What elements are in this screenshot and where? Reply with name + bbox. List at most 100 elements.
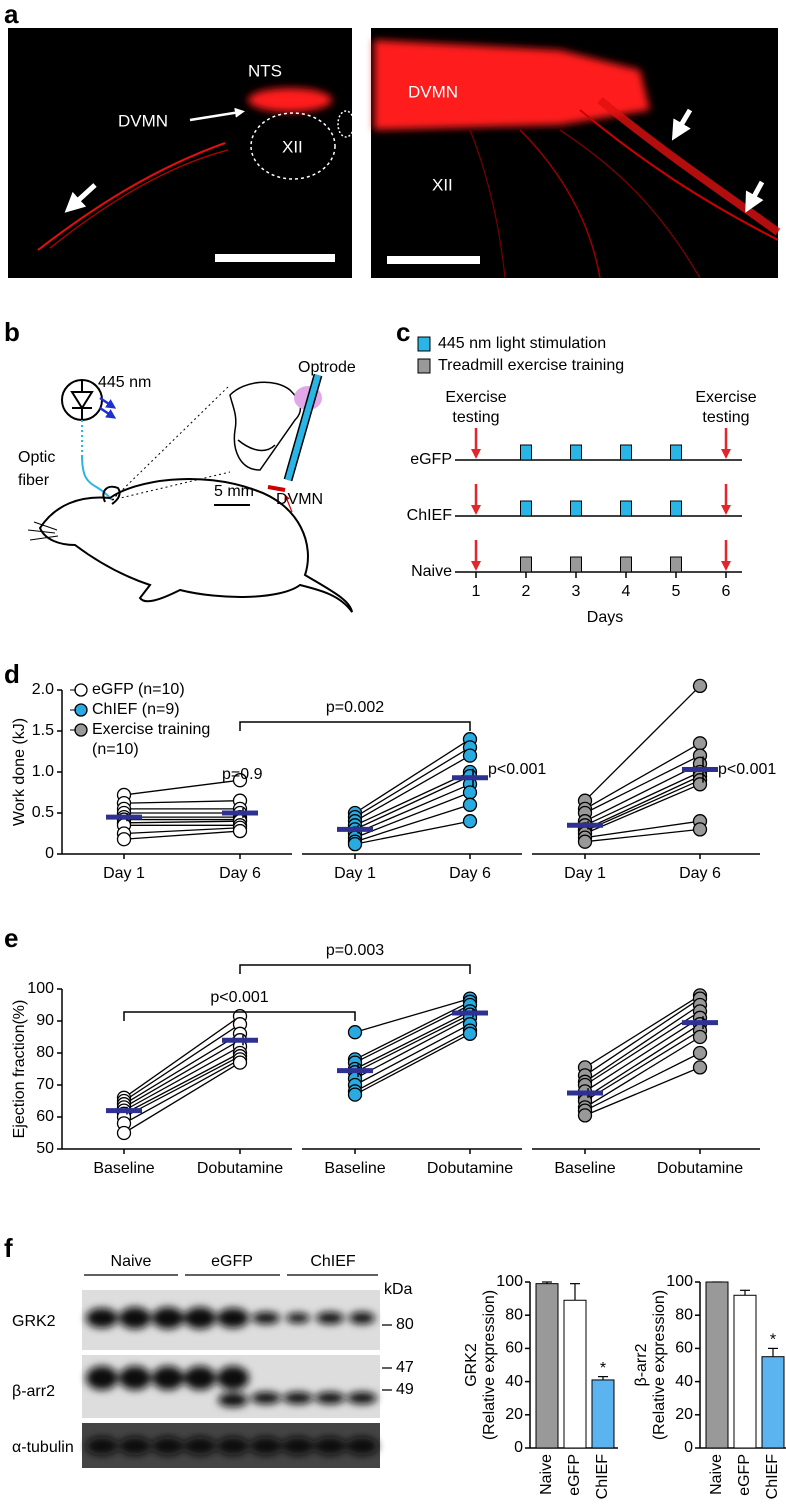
y-axis-title: Work done (kJ) [11,718,28,826]
region-label: XII [432,175,453,194]
western-blot [82,1274,392,1468]
panel-label: b [4,317,20,347]
row-label: β-arr2 [12,1383,55,1400]
data-point [462,814,478,829]
pair-line [354,1017,471,1080]
y-tick-label: 0.5 [32,804,54,821]
x-tick-label: ChIEF [594,1454,611,1500]
data-point [577,834,593,849]
pair-line [584,994,701,1068]
x-tick-label: Day 6 [679,865,721,882]
scale-label: 5 mm [214,483,254,500]
testing-label: Exercise [695,389,756,406]
data-point [462,797,478,812]
pair-line [354,783,471,835]
legend-entry: eGFP (n=10) [92,681,185,698]
comparison-bracket [239,964,471,974]
x-tick-label: Dobutamine [197,1160,283,1177]
session-block [570,556,582,573]
pair-line [123,1039,241,1108]
y-tick-label: 50 [36,1140,54,1157]
pair-line [584,763,701,822]
p-value: p<0.001 [718,761,776,778]
pair-line [354,1001,471,1060]
group-label: Naive [111,1253,152,1270]
pair-line [584,1004,701,1083]
comparison-label: p<0.001 [210,989,268,1006]
pair-line [123,830,241,840]
data-point [232,773,248,788]
legend-entry: Exercise training (n=10) [92,721,210,758]
pair-line [354,804,471,843]
data-point [462,785,478,800]
y-axis-title: (Relative expression) [651,1290,668,1440]
y-tick-label: 2.0 [32,681,54,698]
pair-line [354,1014,471,1073]
unit-label: kDa [384,1281,413,1298]
x-tick-label: Baseline [93,1160,154,1177]
data-point [116,1125,132,1141]
pair-line [123,1055,241,1118]
pair-line [354,771,471,826]
x-tick-label: Dobutamine [427,1160,513,1177]
row-label: α-tubulin [12,1439,74,1456]
pair-line [123,1058,241,1124]
y-tick-label: 1.0 [32,763,54,780]
y-tick-label: 90 [36,1012,54,1029]
pair-line [354,820,471,845]
y-tick-label: 0 [684,1439,693,1456]
y-tick-label: 80 [36,1044,54,1061]
row-label: GRK2 [12,1313,56,1330]
wavelength-label: 445 nm [98,374,151,391]
x-tick-label: eGFP [736,1454,753,1496]
bar [591,1379,615,1449]
y-tick-label: 1.5 [32,722,54,739]
legend-swatch [417,358,431,374]
y-tick-label: 100 [496,1273,523,1290]
optrode-label: Optrode [298,359,356,376]
session-block [620,444,632,461]
x-tick-label: Naive [538,1454,555,1495]
region-label: NTS [248,61,282,80]
pair-line [354,1030,471,1092]
pair-line [123,1015,241,1099]
data-point [462,1026,478,1041]
data-point [692,777,708,792]
data-point [577,1108,593,1123]
y-tick-label: 100 [666,1273,693,1290]
y-tick-label: 20 [675,1406,693,1423]
p-value: p=0.9 [222,766,263,783]
data-point [692,736,708,751]
pair-line [354,1004,471,1064]
x-tick-label: Day 1 [334,865,376,882]
y-tick-label: 20 [505,1406,523,1423]
day-label: 1 [472,583,481,600]
y-tick-label: 40 [505,1373,523,1390]
row-label: eGFP [410,451,452,468]
pair-line [584,755,701,814]
session-block [520,556,532,573]
legend-label: eGFP (n=10) [92,681,185,698]
comparison-label: p=0.002 [326,699,384,716]
marker-label: 49 [396,1381,414,1398]
y-tick-label: 40 [675,1373,693,1390]
comparison-bracket [123,1011,356,1021]
x-tick-label: Baseline [554,1160,615,1177]
pair-line [354,746,471,818]
day-label: 4 [622,583,631,600]
pair-line [354,738,471,814]
x-tick-label: Day 1 [103,865,145,882]
session-block [620,500,632,517]
bar [535,1283,559,1449]
x-tick-label: Day 1 [564,865,606,882]
pair-line [584,1010,701,1086]
testing-label: testing [702,409,749,426]
y-tick-label: 80 [675,1306,693,1323]
bar [761,1356,785,1449]
pair-line [123,1062,241,1134]
pair-line [123,800,241,804]
pair-line [584,685,701,802]
y-axis-title: β-arr2 [633,1343,650,1386]
region-label: DVMN [408,82,458,101]
y-tick-label: 0 [514,1439,523,1456]
